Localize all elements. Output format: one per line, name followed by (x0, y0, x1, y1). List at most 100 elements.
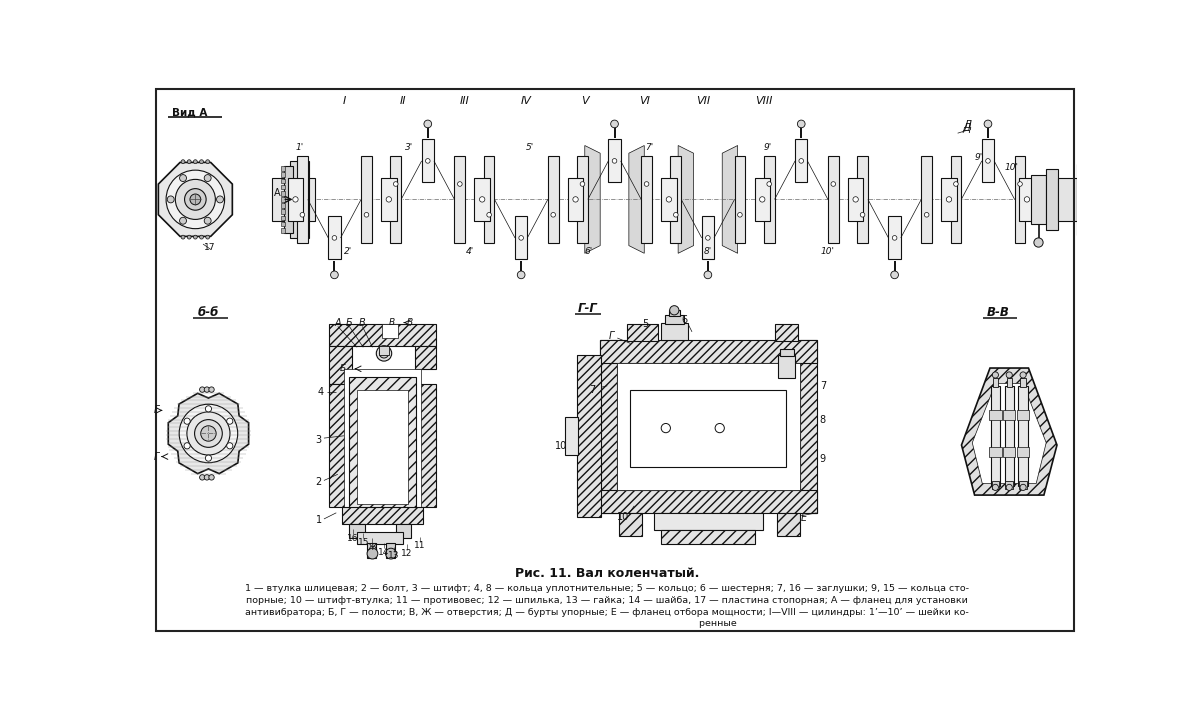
Bar (630, 389, 786, 466)
Circle shape (984, 120, 992, 127)
Circle shape (204, 387, 210, 392)
Circle shape (227, 443, 233, 449)
Bar (568, 178, 583, 221)
Circle shape (738, 212, 743, 217)
Text: IV: IV (521, 96, 532, 106)
Bar (668, 310, 680, 316)
Bar (379, 346, 389, 355)
Circle shape (181, 235, 185, 239)
Text: III: III (460, 96, 469, 106)
Bar (548, 156, 558, 243)
Circle shape (551, 212, 556, 217)
Circle shape (580, 182, 584, 187)
Text: 11: 11 (414, 541, 426, 550)
Circle shape (179, 404, 238, 463)
Circle shape (673, 212, 678, 217)
Text: 6': 6' (584, 247, 593, 256)
Bar (617, 362, 799, 490)
Circle shape (205, 455, 211, 461)
Bar (661, 323, 688, 340)
Bar (329, 216, 341, 259)
Bar (288, 178, 304, 221)
Text: 4': 4' (466, 247, 474, 256)
Text: 14: 14 (378, 548, 390, 557)
Text: 17: 17 (204, 243, 215, 251)
Bar (671, 156, 682, 243)
Text: Б: Б (346, 318, 353, 328)
Circle shape (293, 197, 298, 202)
Text: 2': 2' (344, 247, 353, 256)
Circle shape (572, 197, 578, 202)
Text: В-В: В-В (988, 306, 1010, 319)
Bar (281, 167, 286, 171)
Circle shape (893, 236, 896, 240)
Circle shape (330, 271, 338, 278)
Polygon shape (168, 393, 248, 473)
Text: VIII: VIII (755, 96, 773, 106)
Text: А: А (274, 188, 281, 198)
Text: V: V (581, 96, 589, 106)
Bar (776, 513, 800, 536)
Bar (992, 378, 998, 387)
Text: Г: Г (154, 451, 158, 461)
Circle shape (187, 412, 230, 455)
Bar (358, 389, 408, 503)
Bar (991, 481, 1000, 489)
Bar (474, 178, 490, 221)
Circle shape (204, 217, 211, 224)
Bar (515, 216, 527, 259)
Circle shape (227, 418, 233, 424)
Circle shape (1006, 372, 1013, 378)
Circle shape (209, 387, 215, 392)
Bar (665, 315, 684, 324)
Circle shape (890, 271, 899, 278)
Circle shape (394, 182, 398, 187)
Circle shape (424, 120, 432, 127)
Bar (1006, 481, 1013, 489)
Polygon shape (158, 162, 233, 236)
Circle shape (661, 424, 671, 433)
Bar (991, 386, 1000, 486)
Bar (600, 490, 817, 513)
Circle shape (190, 194, 200, 205)
Circle shape (830, 182, 835, 187)
Circle shape (200, 426, 216, 441)
Circle shape (1006, 484, 1013, 491)
Text: Вид А: Вид А (173, 108, 208, 117)
Text: 10': 10' (1004, 162, 1019, 172)
Bar (290, 161, 308, 238)
Bar (344, 369, 421, 519)
Circle shape (992, 372, 998, 378)
Circle shape (385, 548, 396, 559)
Circle shape (767, 182, 772, 187)
Bar (272, 178, 314, 221)
Text: 9': 9' (764, 142, 773, 152)
Circle shape (216, 196, 223, 203)
Bar (358, 532, 403, 543)
Circle shape (797, 120, 805, 127)
Bar (382, 178, 396, 221)
Bar (349, 524, 365, 538)
Text: 1: 1 (316, 515, 322, 525)
Text: ренные: ренные (478, 619, 737, 628)
Polygon shape (972, 384, 1046, 483)
Text: порные; 10 — штифт-втулка; 11 — противовес; 12 — шпилька, 13 — гайка; 14 — шайба: порные; 10 — штифт-втулка; 11 — противов… (246, 596, 968, 605)
Text: Ж: Ж (367, 543, 377, 552)
Circle shape (612, 159, 617, 163)
Bar (1016, 447, 1030, 456)
Circle shape (644, 182, 649, 187)
Polygon shape (678, 145, 694, 253)
Text: 9': 9' (974, 152, 983, 162)
Circle shape (199, 159, 204, 164)
Text: А: А (335, 318, 341, 328)
Bar (1046, 169, 1057, 230)
Bar (1004, 386, 1014, 486)
Bar (565, 417, 578, 455)
Bar (922, 156, 932, 243)
Circle shape (706, 236, 710, 240)
Circle shape (670, 305, 679, 315)
Circle shape (947, 197, 952, 202)
Circle shape (199, 387, 205, 392)
Bar (1019, 386, 1027, 486)
Circle shape (860, 212, 865, 217)
